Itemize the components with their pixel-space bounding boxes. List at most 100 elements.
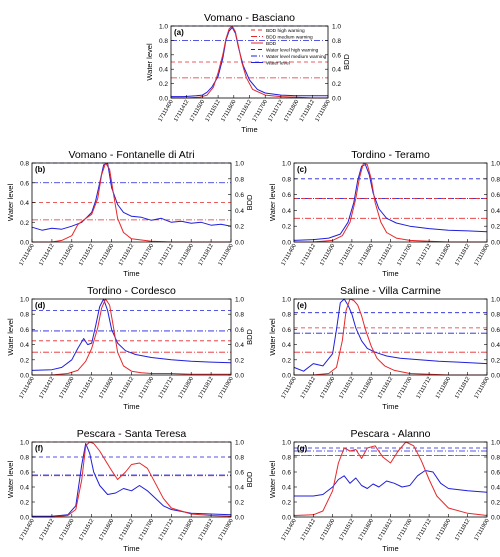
y-tick-label: 0.0 (282, 373, 291, 380)
y2-axis-label: BDD (245, 471, 254, 487)
x-tick-label: 17111400 (281, 518, 298, 542)
y-tick-label: 1.0 (282, 297, 291, 304)
y-axis-label: Water level (268, 318, 277, 356)
y-tick-label: 0.2 (282, 357, 291, 364)
x-tick-label: 17111800 (178, 243, 195, 267)
y-tick-label: 1.0 (20, 440, 29, 447)
x-tick-label: 17111612 (118, 518, 135, 542)
chart-panel-3: Tordino - Teramo 0.0 0.2 0.4 0.6 0.8 1.0 0.0 0.2… (268, 149, 500, 278)
y2-tick-label: 0.0 (491, 240, 500, 247)
y-tick-label: 0.2 (159, 81, 168, 88)
x-tick-label: 17111900 (474, 518, 491, 542)
y-tick-label: 0.4 (159, 67, 168, 74)
y-tick-label: 0.0 (20, 515, 29, 522)
bdd-series (32, 298, 231, 376)
y2-tick-label: 0.6 (235, 192, 244, 199)
y-axis-label: Water level (6, 184, 15, 222)
x-tick-label: 17111800 (435, 518, 452, 542)
y2-tick-label: 1.0 (235, 297, 244, 304)
y2-tick-label: 0.0 (235, 515, 244, 522)
x-tick-label: 17111612 (377, 243, 394, 267)
x-tick-label: 17111800 (283, 99, 300, 123)
bdd-series (32, 441, 232, 518)
x-tick-label: 17111612 (377, 376, 394, 400)
y-tick-label: 0.4 (282, 342, 291, 349)
x-tick-label: 17111800 (435, 376, 452, 400)
y2-tick-label: 0.8 (491, 176, 500, 183)
x-axis-label: Time (382, 402, 398, 411)
x-tick-label: 17111812 (299, 99, 316, 123)
y2-tick-label: 0.8 (235, 455, 244, 462)
x-tick-label: 17111512 (338, 376, 355, 400)
y2-tick-label: 0.6 (491, 192, 500, 199)
y2-tick-label: 0.8 (491, 312, 500, 319)
legend-label: BDD high warning (266, 28, 305, 34)
y2-tick-label: 0.2 (235, 224, 244, 231)
legend-label: Water level medium warning (266, 54, 327, 60)
y-tick-label: 0.8 (282, 312, 291, 319)
y-tick-label: 1.0 (282, 440, 291, 447)
y-tick-label: 0.4 (20, 485, 29, 492)
y2-axis-label: BDD (342, 54, 351, 70)
x-tick-label: 17111412 (300, 518, 317, 542)
x-tick-label: 17111412 (300, 376, 317, 400)
plot-frame (293, 441, 488, 518)
water-level-series (293, 298, 488, 372)
y2-tick-label: 0.0 (491, 515, 500, 522)
chart-title: Tordino - Teramo (351, 149, 430, 161)
y2-tick-label: 0.2 (491, 224, 500, 231)
x-tick-label: 17111400 (281, 243, 298, 267)
x-tick-label: 17111600 (98, 376, 115, 400)
y2-tick-label: 0.4 (491, 342, 500, 349)
water-level-series (294, 470, 488, 497)
x-tick-label: 17111600 (358, 243, 375, 267)
y-tick-label: 1.0 (20, 297, 29, 304)
y-tick-label: 0.4 (20, 200, 29, 207)
y-tick-label: 0.8 (159, 38, 168, 45)
panel-letter: (b) (35, 165, 46, 174)
chart-title: Vomano - Basciano (204, 12, 295, 24)
legend-label: Water level (266, 61, 290, 67)
x-tick-label: 17111500 (319, 376, 336, 400)
x-tick-label: 17111700 (396, 243, 413, 267)
x-tick-label: 17111500 (58, 243, 75, 267)
y-tick-label: 1.0 (282, 161, 291, 168)
panel-letter: (g) (297, 444, 308, 453)
y2-tick-label: 0.8 (332, 38, 341, 45)
x-tick-label: 17111700 (396, 376, 413, 400)
chart-panel-2: Vomano - Fontanelle di Atri 0.0 0.2 0.4 0.6 0… (6, 149, 254, 278)
y-tick-label: 0.4 (20, 342, 29, 349)
x-tick-label: 17111900 (218, 243, 235, 267)
y2-tick-label: 0.4 (491, 485, 500, 492)
x-tick-label: 17111800 (178, 518, 195, 542)
x-axis-label: Time (241, 125, 257, 134)
panel-letter: (a) (174, 28, 184, 37)
x-tick-label: 17111712 (158, 518, 175, 542)
x-tick-label: 17111400 (19, 243, 36, 267)
y2-tick-label: 0.2 (235, 500, 244, 507)
y-tick-label: 0.2 (282, 500, 291, 507)
chart-title: Tordino - Cordesco (87, 285, 176, 297)
x-tick-label: 17111412 (38, 376, 55, 400)
x-tick-label: 17111400 (19, 376, 36, 400)
x-tick-label: 17111412 (38, 243, 55, 267)
y-tick-label: 0.8 (20, 161, 29, 168)
y-tick-label: 0.6 (20, 470, 29, 477)
x-tick-label: 17111512 (338, 243, 355, 267)
y2-tick-label: 0.6 (491, 470, 500, 477)
y-axis-label: Water level (268, 461, 277, 499)
x-tick-label: 17111600 (98, 518, 115, 542)
water-level-series (32, 443, 232, 517)
panel-letter: (e) (297, 301, 307, 310)
x-tick-label: 17111712 (267, 99, 284, 123)
x-tick-label: 17111600 (98, 243, 115, 267)
y2-tick-label: 0.0 (491, 373, 500, 380)
y-tick-label: 0.6 (282, 470, 291, 477)
y-axis-label: Water level (145, 43, 154, 81)
x-tick-label: 17111700 (138, 518, 155, 542)
water-level-series (31, 162, 232, 231)
x-tick-label: 17111700 (138, 376, 155, 400)
chart-panel-1: Vomano - Basciano 0.0 0.2 0.4 0.6 0.8 1.0 0.0 0.… (145, 12, 351, 134)
y2-tick-label: 0.4 (491, 208, 500, 215)
